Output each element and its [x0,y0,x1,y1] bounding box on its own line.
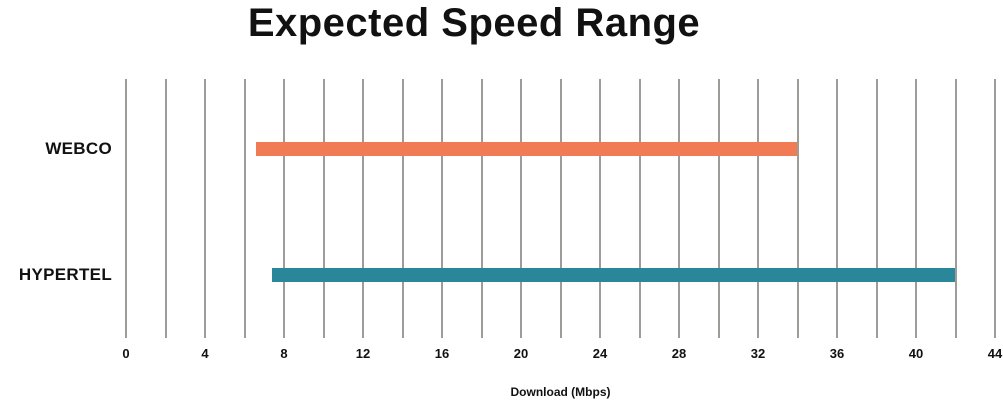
gridline [559,79,562,338]
gridline [638,79,641,338]
gridline [757,79,759,338]
gridline [164,79,167,338]
x-axis-label: Download (Mbps) [510,385,611,399]
gridline [401,79,404,338]
x-tick-label-40: 40 [908,346,924,361]
gridline [678,79,680,338]
gridline [243,79,246,338]
gridline [441,79,443,338]
gridline [520,79,522,338]
x-tick-label-28: 28 [671,346,687,361]
category-label-webco: WEBCO [45,139,112,158]
gridline [915,79,917,338]
gridline [322,79,325,338]
x-tick-label-4: 4 [201,346,209,361]
x-tick-label-0: 0 [122,346,130,361]
plot-area [125,79,996,338]
gridline [994,79,996,338]
gridline [836,79,838,338]
gridline [204,79,206,338]
gridline [796,79,799,338]
x-tick-label-24: 24 [592,346,608,361]
chart-title: Expected Speed Range [247,1,701,45]
gridline [954,79,957,338]
x-tick-label-32: 32 [750,346,766,361]
gridline [125,79,127,338]
x-tick-label-8: 8 [280,346,288,361]
x-tick-label-36: 36 [829,346,845,361]
range-bar-webco [256,142,798,156]
gridline [599,79,601,338]
gridline [717,79,720,338]
gridline [362,79,364,338]
gridline [480,79,483,338]
x-tick-label-20: 20 [513,346,529,361]
category-label-hypertel: HYPERTEL [18,265,112,284]
x-tick-label-16: 16 [434,346,450,361]
gridline [283,79,285,338]
gridline [875,79,878,338]
range-bar-hypertel [272,268,956,282]
x-tick-label-12: 12 [355,346,371,361]
x-tick-label-44: 44 [987,346,1003,361]
